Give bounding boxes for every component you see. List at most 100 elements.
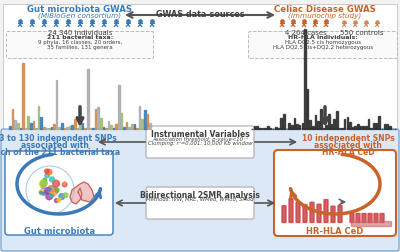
Bar	[299, 125, 300, 129]
FancyBboxPatch shape	[356, 213, 360, 223]
FancyBboxPatch shape	[368, 213, 372, 223]
Circle shape	[48, 187, 52, 191]
Circle shape	[63, 193, 68, 198]
Bar	[323, 128, 324, 129]
Text: HR-HLA CeD: HR-HLA CeD	[322, 148, 374, 157]
FancyBboxPatch shape	[338, 206, 342, 223]
FancyBboxPatch shape	[362, 213, 366, 223]
Circle shape	[26, 166, 74, 214]
Bar	[116, 124, 117, 129]
Bar	[315, 115, 316, 129]
Bar	[131, 124, 133, 129]
Text: Association threshold: p-value<10⁻¹: Association threshold: p-value<10⁻¹	[152, 137, 248, 142]
Circle shape	[45, 169, 49, 173]
Bar	[100, 118, 102, 129]
Text: associated with: associated with	[21, 141, 89, 150]
Bar	[354, 126, 356, 129]
Bar	[92, 128, 94, 129]
Bar	[48, 128, 50, 129]
Text: Celiac Disease GWAS: Celiac Disease GWAS	[274, 5, 376, 14]
FancyBboxPatch shape	[296, 203, 300, 223]
Bar	[64, 128, 65, 129]
Bar	[46, 128, 47, 129]
Bar	[40, 117, 42, 129]
Bar	[310, 120, 311, 129]
Circle shape	[40, 180, 47, 186]
FancyBboxPatch shape	[303, 205, 307, 223]
FancyBboxPatch shape	[282, 206, 286, 223]
Bar	[344, 119, 346, 129]
Bar	[283, 114, 284, 129]
Circle shape	[46, 193, 52, 200]
Circle shape	[50, 187, 55, 192]
FancyBboxPatch shape	[331, 206, 335, 223]
FancyBboxPatch shape	[248, 32, 398, 58]
Bar	[336, 111, 338, 129]
FancyBboxPatch shape	[350, 213, 354, 223]
Bar	[58, 127, 60, 129]
Text: HR-HLA individuals:: HR-HLA individuals:	[288, 35, 358, 40]
FancyBboxPatch shape	[310, 202, 314, 223]
Polygon shape	[70, 182, 94, 204]
Bar	[270, 128, 271, 129]
Bar	[362, 126, 364, 129]
Bar	[38, 106, 39, 129]
FancyBboxPatch shape	[6, 32, 154, 58]
Bar	[346, 117, 348, 129]
Bar	[66, 127, 68, 129]
Circle shape	[62, 182, 67, 187]
Text: Bidirectional 2SMR analysis: Bidirectional 2SMR analysis	[140, 191, 260, 200]
Bar	[365, 126, 367, 129]
Bar	[275, 127, 277, 129]
Circle shape	[40, 192, 42, 194]
Bar	[291, 125, 292, 129]
Bar	[25, 128, 26, 129]
Bar	[61, 123, 63, 129]
Text: 550 controls: 550 controls	[340, 30, 384, 36]
Text: Gut microbiota: Gut microbiota	[24, 227, 94, 236]
Text: Clumping: r²=0.001; 10,000 Kb window: Clumping: r²=0.001; 10,000 Kb window	[148, 142, 252, 146]
Bar	[17, 123, 18, 129]
Bar	[108, 121, 109, 129]
Bar	[376, 123, 377, 129]
Bar	[102, 127, 104, 129]
Bar	[370, 128, 372, 129]
Circle shape	[53, 180, 60, 187]
Bar	[27, 116, 29, 129]
Text: 211 bacterial taxa:: 211 bacterial taxa:	[47, 35, 113, 40]
Circle shape	[46, 169, 52, 175]
Bar	[368, 119, 369, 129]
Text: each of the 211 bacterial taxa: each of the 211 bacterial taxa	[0, 148, 120, 157]
Bar	[349, 122, 351, 129]
Circle shape	[49, 194, 53, 197]
Bar	[333, 119, 335, 129]
Bar	[304, 29, 306, 129]
Circle shape	[43, 178, 46, 182]
Bar	[328, 114, 330, 129]
Circle shape	[45, 173, 49, 178]
Bar	[90, 128, 91, 129]
Bar	[12, 109, 13, 129]
Bar	[134, 124, 135, 129]
Text: (immunochip study): (immunochip study)	[288, 12, 362, 19]
Bar	[77, 128, 78, 129]
Bar	[123, 127, 125, 129]
Circle shape	[48, 187, 54, 193]
Text: 35 families, 131 genera: 35 families, 131 genera	[47, 45, 113, 49]
Bar	[97, 107, 99, 129]
Circle shape	[50, 177, 54, 182]
Bar	[312, 126, 314, 129]
Bar	[118, 85, 120, 129]
Bar	[351, 221, 391, 226]
Bar	[267, 126, 269, 129]
Bar	[360, 125, 361, 129]
Bar	[264, 128, 266, 129]
Bar	[139, 106, 140, 129]
Circle shape	[48, 185, 54, 192]
Bar	[331, 124, 332, 129]
Bar	[56, 79, 58, 129]
FancyBboxPatch shape	[374, 213, 378, 223]
Bar	[278, 128, 279, 129]
Bar	[69, 126, 70, 129]
Bar	[121, 113, 122, 129]
